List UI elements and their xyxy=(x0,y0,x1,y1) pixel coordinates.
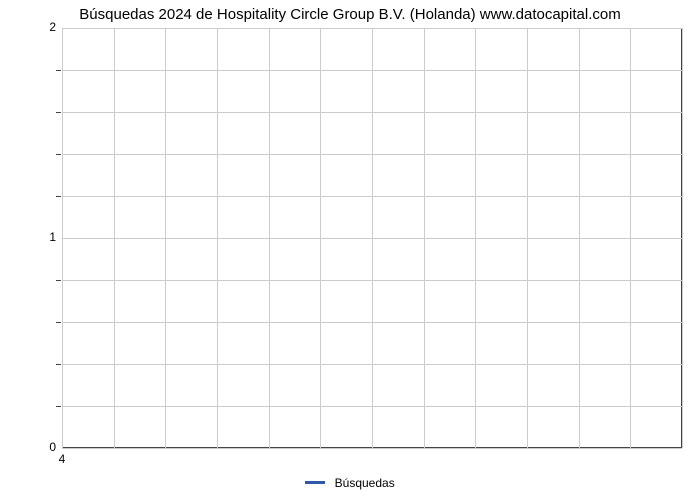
y-minor-tick xyxy=(56,364,61,365)
gridline-vertical xyxy=(424,28,425,448)
chart-container: Búsquedas 2024 de Hospitality Circle Gro… xyxy=(0,0,700,500)
y-tick-label: 0 xyxy=(26,440,56,454)
y-minor-tick xyxy=(56,406,61,407)
gridline-vertical xyxy=(475,28,476,448)
gridline-vertical xyxy=(269,28,270,448)
gridline-horizontal xyxy=(62,448,682,449)
gridline-vertical xyxy=(682,28,683,448)
gridline-vertical xyxy=(62,28,63,448)
y-minor-tick xyxy=(56,154,61,155)
y-minor-tick xyxy=(56,196,61,197)
gridline-vertical xyxy=(217,28,218,448)
gridline-vertical xyxy=(372,28,373,448)
x-tick-label: 4 xyxy=(59,452,66,466)
legend: Búsquedas xyxy=(0,475,700,490)
legend-swatch xyxy=(305,481,325,484)
y-minor-tick xyxy=(56,112,61,113)
gridline-vertical xyxy=(320,28,321,448)
gridline-vertical xyxy=(527,28,528,448)
gridline-vertical xyxy=(579,28,580,448)
y-tick-label: 2 xyxy=(26,20,56,34)
y-minor-tick xyxy=(56,322,61,323)
y-minor-tick xyxy=(56,70,61,71)
gridline-vertical xyxy=(114,28,115,448)
y-tick-label: 1 xyxy=(26,230,56,244)
legend-label: Búsquedas xyxy=(335,476,395,490)
plot-area xyxy=(62,28,682,448)
gridline-vertical xyxy=(165,28,166,448)
chart-title: Búsquedas 2024 de Hospitality Circle Gro… xyxy=(0,6,700,23)
gridline-vertical xyxy=(630,28,631,448)
y-minor-tick xyxy=(56,280,61,281)
